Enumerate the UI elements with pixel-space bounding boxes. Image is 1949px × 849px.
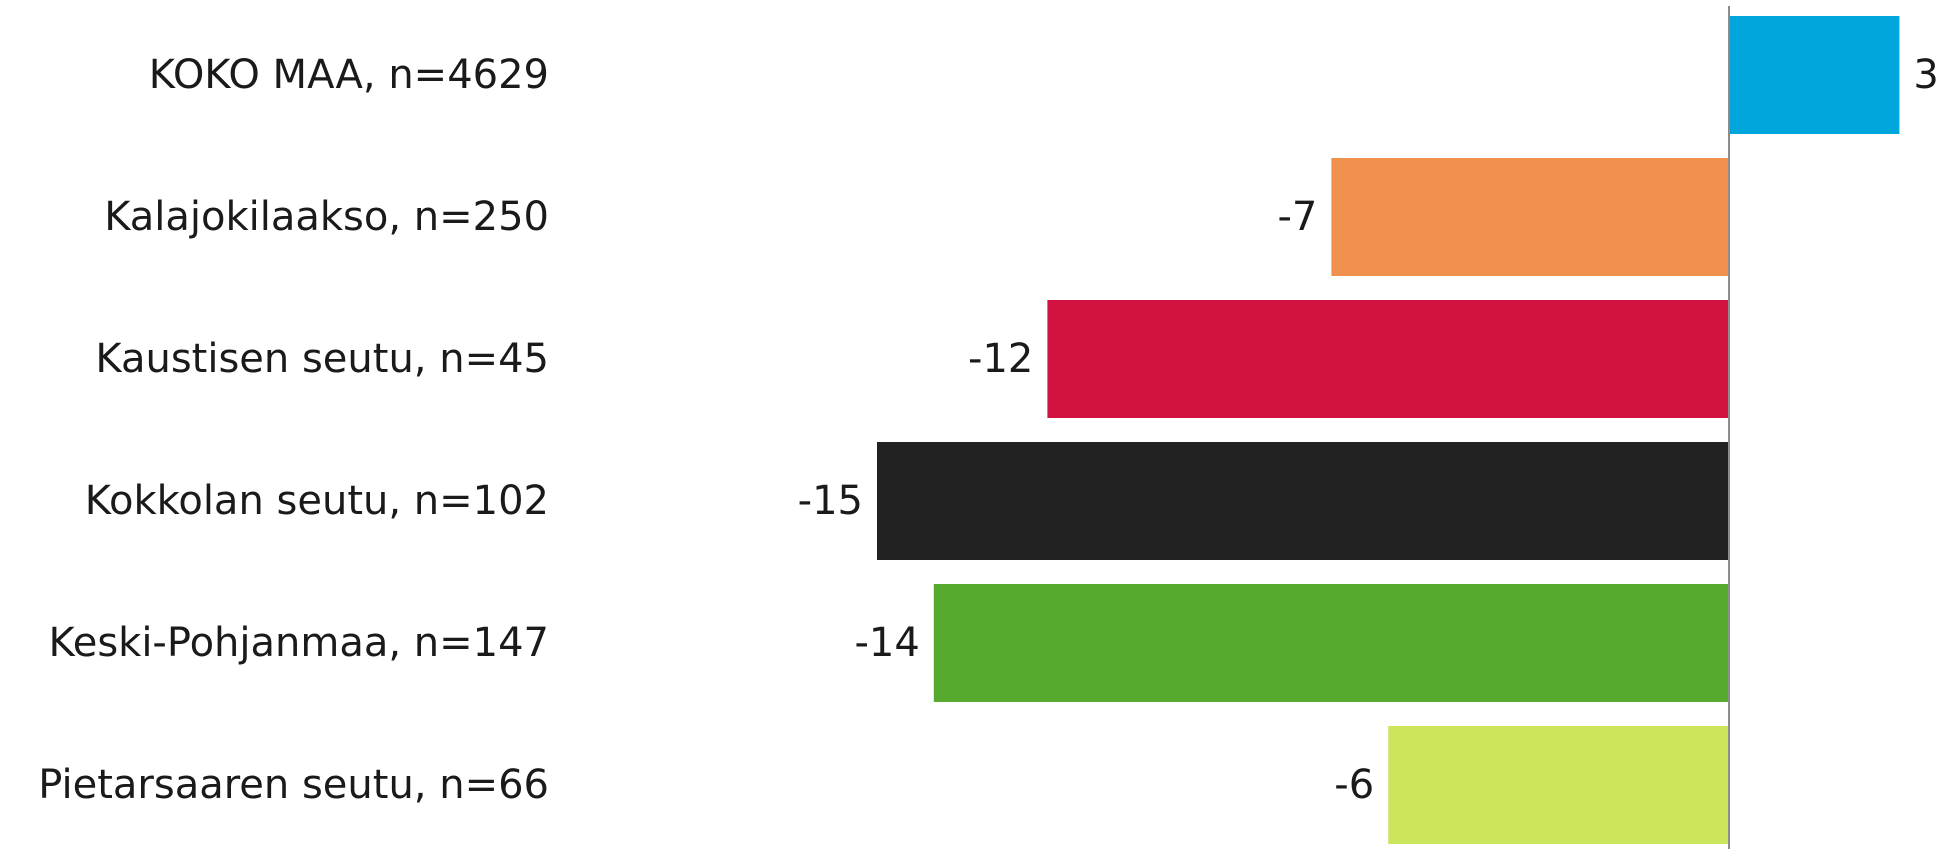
value-label: 3 (1913, 52, 1938, 98)
bar-4 (877, 442, 1729, 560)
bar-1 (1729, 16, 1900, 134)
bar-6 (1388, 726, 1729, 844)
category-label: Kalajokilaakso, n=250 (104, 194, 549, 240)
category-label: Pietarsaaren seutu, n=66 (38, 762, 549, 808)
value-label: -15 (798, 478, 863, 524)
category-label: Kaustisen seutu, n=45 (95, 336, 549, 382)
bar-3 (1047, 300, 1729, 418)
value-label: -7 (1278, 194, 1318, 240)
value-labels-group: 3 -7 -12 -15 -14 -6 (798, 52, 1939, 808)
category-label: Keski-Pohjanmaa, n=147 (48, 620, 549, 666)
value-label: -6 (1334, 762, 1374, 808)
bar-5 (933, 584, 1729, 702)
value-label: -14 (854, 620, 919, 666)
bars-group (877, 16, 1900, 844)
value-label: -12 (968, 336, 1033, 382)
category-label: KOKO MAA, n=4629 (149, 52, 549, 98)
bar-2 (1331, 158, 1729, 276)
category-labels-group: KOKO MAA, n=4629 Kalajokilaakso, n=250 Kau… (38, 52, 549, 808)
category-label: Kokkolan seutu, n=102 (85, 478, 549, 524)
